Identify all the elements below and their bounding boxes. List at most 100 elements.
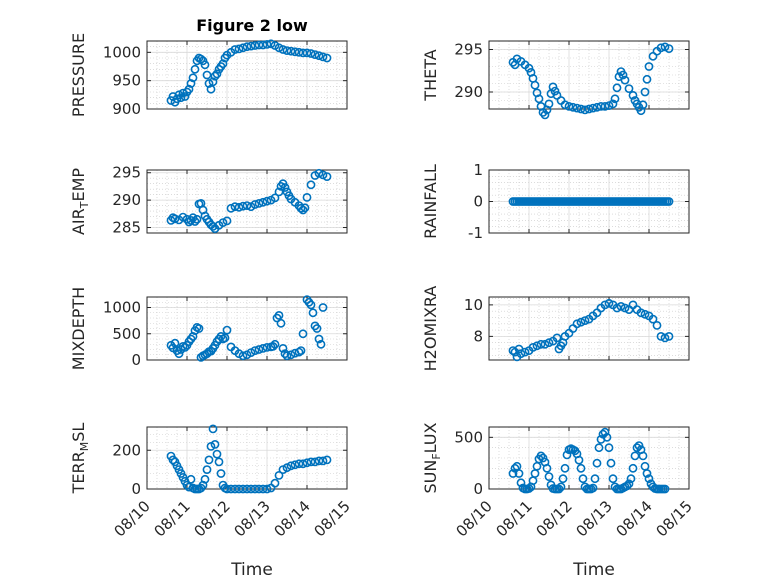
data-point: [560, 463, 570, 473]
data-point: [222, 484, 232, 494]
data-point: [262, 40, 272, 49]
y-tick-label: 290: [454, 83, 483, 101]
data-point: [186, 79, 196, 88]
data-point: [318, 456, 328, 466]
data-point: [558, 474, 568, 484]
data-point: [542, 463, 552, 473]
y-axis-label: SUNFLUX: [421, 422, 443, 493]
data-point: [624, 479, 634, 489]
data-point: [296, 346, 306, 355]
data-point: [190, 64, 200, 74]
data-point: [254, 40, 264, 50]
data-point: [238, 201, 248, 211]
data-point: [190, 217, 200, 226]
data-point: [226, 484, 236, 494]
y-tick-label: 500: [112, 325, 141, 343]
data-point: [664, 197, 674, 206]
data-point: [208, 77, 218, 87]
data-point: [318, 170, 328, 180]
data-point: [230, 202, 240, 212]
data-point: [608, 99, 618, 109]
data-point: [258, 40, 268, 50]
y-axis-label: PRESSURE: [69, 33, 88, 117]
data-point: [540, 110, 550, 120]
data-point: [626, 474, 636, 484]
x-tick-label: 08/10: [453, 497, 496, 540]
data-point: [234, 484, 244, 494]
data-point: [214, 457, 224, 467]
data-point: [306, 457, 316, 467]
x-axis-label-left: Time: [230, 560, 273, 580]
data-point: [218, 59, 228, 69]
data-point: [664, 44, 674, 53]
y-tick-label: -1: [468, 224, 483, 242]
data-point: [220, 333, 230, 343]
data-point: [544, 472, 554, 481]
data-point: [270, 478, 280, 488]
y-axis-label: AIRTEMP: [69, 168, 91, 235]
data-point: [322, 172, 332, 181]
data-point: [234, 44, 244, 54]
data-point: [524, 63, 534, 73]
data-point: [314, 334, 324, 344]
data-point: [652, 320, 662, 330]
y-tick-label: 0: [473, 193, 483, 211]
data-point: [230, 484, 240, 494]
data-point: [660, 333, 670, 343]
data-point: [592, 458, 602, 468]
y-axis-label: MIXDEPTH: [69, 287, 88, 370]
data-point: [644, 474, 654, 484]
y-tick-label: 0: [131, 480, 141, 498]
data-point: [520, 347, 530, 357]
x-tick-label: 08/13: [573, 497, 616, 540]
data-point: [640, 87, 650, 97]
data-point: [664, 331, 674, 341]
x-tick-label: 08/14: [613, 497, 656, 540]
data-point: [602, 432, 612, 442]
data-point: [642, 74, 652, 84]
data-point: [314, 456, 324, 466]
x-tick-label: 08/10: [111, 497, 154, 540]
data-point: [180, 92, 190, 101]
x-tick-label: 08/11: [151, 497, 194, 540]
data-point: [634, 441, 644, 450]
data-point: [176, 93, 186, 103]
y-tick-label: 0: [473, 480, 483, 498]
data-point: [270, 339, 280, 349]
x-tick-label: 08/15: [653, 497, 696, 540]
data-point: [600, 102, 610, 111]
data-point: [174, 349, 184, 359]
data-point: [226, 203, 236, 213]
y-tick-label: 295: [112, 164, 141, 182]
data-point: [548, 82, 558, 92]
data-point: [660, 42, 670, 52]
data-point: [604, 101, 614, 110]
data-point: [268, 341, 278, 351]
data-point: [312, 324, 322, 333]
data-point: [590, 474, 600, 484]
data-point: [584, 104, 594, 114]
data-point: [250, 200, 260, 209]
x-tick-label: 08/11: [493, 497, 536, 540]
axes-frame: [146, 296, 348, 361]
data-point: [278, 45, 288, 54]
subplot-air-temp: 285 290 295 AIRTEMP: [69, 164, 348, 237]
data-point: [316, 339, 326, 349]
data-point: [318, 303, 328, 312]
data-point: [188, 73, 198, 83]
data-point: [242, 42, 252, 52]
data-point: [242, 201, 252, 210]
data-point: [306, 300, 316, 310]
data-point: [594, 443, 604, 453]
data-point: [536, 339, 546, 349]
data-point: [212, 449, 222, 459]
data-point: [604, 298, 614, 308]
data-point: [620, 75, 630, 85]
figure-title: Figure 2 low: [196, 16, 308, 35]
data-point: [186, 474, 196, 484]
data-point: [258, 484, 268, 494]
data-point: [560, 100, 570, 110]
data-point: [514, 469, 524, 478]
data-point: [274, 470, 284, 480]
